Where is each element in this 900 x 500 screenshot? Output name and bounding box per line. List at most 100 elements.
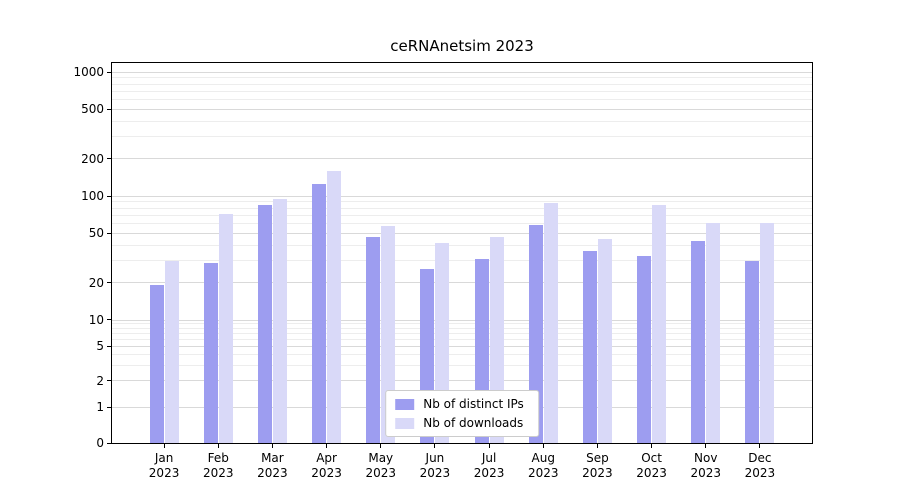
- major-gridline: [112, 319, 812, 321]
- legend-swatch-distinct-ips: [395, 398, 415, 410]
- minor-gridline: [112, 99, 812, 101]
- x-tick-label: Nov 2023: [690, 451, 722, 480]
- y-tick-label: 500: [81, 102, 104, 117]
- major-gridline: [112, 345, 812, 347]
- bar-downloads: [164, 260, 179, 443]
- minor-gridline: [112, 332, 812, 334]
- bar-distinct-ips: [203, 262, 218, 443]
- legend-label-distinct-ips: Nb of distinct IPs: [423, 397, 524, 411]
- major-gridline: [112, 380, 812, 382]
- bar-downloads: [272, 198, 287, 443]
- x-tick-mark: [488, 444, 490, 448]
- minor-gridline: [112, 323, 812, 325]
- major-gridline: [112, 232, 812, 234]
- y-tick-mark: [107, 195, 111, 197]
- minor-gridline: [112, 120, 812, 122]
- x-tick-mark: [380, 444, 382, 448]
- bar-downloads: [706, 222, 721, 443]
- bar-downloads: [597, 239, 612, 443]
- bar-downloads: [760, 222, 775, 443]
- bar-distinct-ips: [745, 260, 760, 443]
- x-tick-label: Jan 2023: [148, 451, 180, 480]
- minor-gridline: [112, 214, 812, 216]
- minor-gridline: [112, 338, 812, 340]
- x-tick-label: Jul 2023: [473, 451, 505, 480]
- x-tick-mark: [705, 444, 707, 448]
- minor-gridline: [112, 136, 812, 138]
- y-tick-mark: [107, 158, 111, 160]
- y-tick-mark: [107, 108, 111, 110]
- minor-gridline: [112, 77, 812, 79]
- x-tick-mark: [596, 444, 598, 448]
- bar-distinct-ips: [637, 255, 652, 443]
- y-tick-label: 100: [81, 189, 104, 203]
- y-tick-label: 0: [96, 436, 104, 450]
- y-tick-label: 1000: [73, 65, 104, 79]
- y-tick-mark: [107, 380, 111, 382]
- y-tick-label: 10: [88, 312, 104, 327]
- bar-distinct-ips: [312, 183, 327, 443]
- x-tick-mark: [163, 444, 165, 448]
- legend-label-downloads: Nb of downloads: [423, 416, 524, 430]
- x-tick-mark: [759, 444, 761, 448]
- x-tick-mark: [434, 444, 436, 448]
- x-tick-label: Apr 2023: [311, 451, 342, 480]
- minor-gridline: [112, 223, 812, 225]
- y-tick-label: 50: [88, 226, 104, 241]
- bar-distinct-ips: [366, 236, 381, 443]
- minor-gridline: [112, 90, 812, 92]
- major-gridline: [112, 71, 812, 73]
- x-tick-label: Jun 2023: [419, 451, 451, 480]
- chart-title: ceRNAnetsim 2023: [390, 37, 534, 55]
- x-tick-mark: [651, 444, 653, 448]
- legend-item-distinct-ips: Nb of distinct IPs: [395, 397, 524, 411]
- x-tick-mark: [326, 444, 328, 448]
- y-tick-mark: [107, 282, 111, 284]
- major-gridline: [112, 282, 812, 284]
- legend-swatch-downloads: [395, 417, 415, 429]
- y-tick-mark: [107, 345, 111, 347]
- x-tick-label: Dec 2023: [744, 451, 776, 480]
- bar-distinct-ips: [257, 204, 272, 443]
- y-tick-mark: [107, 232, 111, 234]
- minor-gridline: [112, 83, 812, 85]
- x-tick-mark: [542, 444, 544, 448]
- legend-item-downloads: Nb of downloads: [395, 416, 524, 430]
- y-tick-label: 20: [88, 275, 104, 290]
- bar-distinct-ips: [149, 285, 164, 443]
- x-tick-mark: [271, 444, 273, 448]
- bar-downloads: [381, 226, 396, 443]
- minor-gridline: [112, 260, 812, 262]
- x-tick-mark: [217, 444, 219, 448]
- bar-downloads: [652, 205, 667, 443]
- major-gridline: [112, 108, 812, 110]
- minor-gridline: [112, 354, 812, 356]
- bar-downloads: [218, 213, 233, 443]
- plot-area: Nb of distinct IPs Nb of downloads: [111, 62, 813, 444]
- x-tick-label: Aug 2023: [527, 451, 559, 480]
- x-tick-label: Oct 2023: [636, 451, 667, 480]
- y-tick-mark: [107, 319, 111, 321]
- minor-gridline: [112, 207, 812, 209]
- x-tick-label: May 2023: [365, 451, 397, 480]
- bar-downloads: [327, 170, 342, 443]
- minor-gridline: [112, 365, 812, 366]
- legend: Nb of distinct IPs Nb of downloads: [385, 390, 539, 437]
- major-gridline: [112, 195, 812, 197]
- y-tick-label: 5: [96, 339, 104, 354]
- x-tick-label: Feb 2023: [202, 451, 234, 480]
- y-tick-label: 1: [96, 400, 104, 414]
- minor-gridline: [112, 327, 812, 329]
- bar-distinct-ips: [691, 241, 706, 443]
- y-tick-mark: [107, 406, 111, 408]
- y-tick-mark: [107, 71, 111, 73]
- y-tick-label: 2: [96, 373, 104, 388]
- x-tick-label: Sep 2023: [582, 451, 613, 480]
- x-tick-label: Mar 2023: [257, 451, 288, 480]
- y-tick-mark: [107, 442, 111, 444]
- minor-gridline: [112, 244, 812, 246]
- bar-downloads: [543, 202, 558, 443]
- bar-distinct-ips: [582, 251, 597, 443]
- major-gridline: [112, 158, 812, 160]
